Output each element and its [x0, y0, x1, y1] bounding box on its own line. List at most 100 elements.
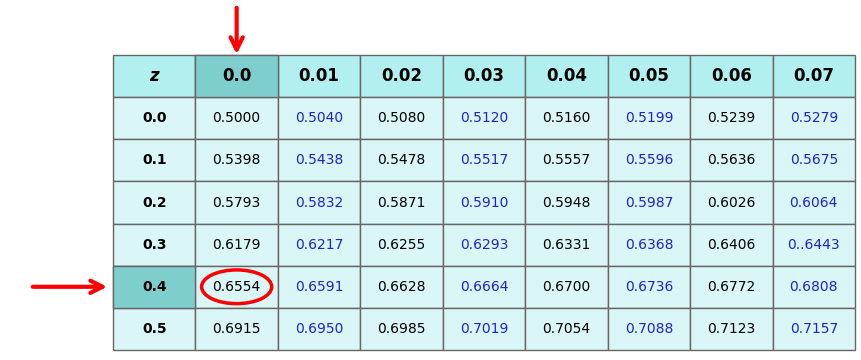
Text: 0.07: 0.07 — [793, 67, 834, 85]
Bar — [195, 139, 278, 181]
Text: 0.6664: 0.6664 — [460, 280, 508, 294]
Bar — [278, 224, 361, 266]
Bar — [361, 139, 443, 181]
Bar — [195, 266, 278, 308]
Text: 0.5438: 0.5438 — [295, 153, 344, 167]
Text: 0.4: 0.4 — [142, 280, 166, 294]
Bar — [525, 266, 608, 308]
Bar — [361, 308, 443, 350]
Bar — [361, 224, 443, 266]
Bar — [113, 266, 195, 308]
Bar — [195, 55, 278, 97]
Text: 0.5279: 0.5279 — [790, 111, 838, 125]
Bar — [113, 308, 195, 350]
Text: 0.5080: 0.5080 — [377, 111, 425, 125]
Text: 0.4: 0.4 — [142, 280, 166, 294]
Text: 0.7019: 0.7019 — [460, 322, 508, 336]
Bar — [361, 55, 443, 97]
Text: 0..6443: 0..6443 — [788, 238, 840, 252]
Bar — [525, 308, 608, 350]
Bar — [278, 55, 361, 97]
Bar — [525, 224, 608, 266]
Bar — [443, 308, 525, 350]
Bar — [608, 55, 691, 97]
Text: 0.5517: 0.5517 — [460, 153, 508, 167]
Text: 0.5160: 0.5160 — [542, 111, 591, 125]
Bar — [278, 97, 361, 139]
Text: 0.04: 0.04 — [546, 67, 587, 85]
Text: 0.5398: 0.5398 — [213, 153, 261, 167]
Bar — [113, 139, 195, 181]
Bar — [772, 181, 855, 224]
Bar — [443, 181, 525, 224]
Bar — [443, 55, 525, 97]
Bar — [772, 224, 855, 266]
Bar — [443, 266, 525, 308]
Bar — [691, 181, 772, 224]
Text: 0.6368: 0.6368 — [624, 238, 673, 252]
Text: 0.05: 0.05 — [629, 67, 669, 85]
Text: 0.5000: 0.5000 — [213, 111, 261, 125]
Text: 0.5832: 0.5832 — [295, 195, 344, 210]
Bar — [608, 181, 691, 224]
Text: 0.7157: 0.7157 — [790, 322, 838, 336]
Text: 0.5948: 0.5948 — [542, 195, 591, 210]
Bar — [278, 308, 361, 350]
Text: 0.7123: 0.7123 — [707, 322, 755, 336]
Text: 0.5: 0.5 — [142, 322, 166, 336]
Text: 0.0: 0.0 — [222, 67, 251, 85]
Text: 0.5675: 0.5675 — [790, 153, 838, 167]
Text: 0.6554: 0.6554 — [213, 280, 261, 294]
Bar — [195, 55, 278, 97]
Text: 0.6772: 0.6772 — [707, 280, 755, 294]
Text: 0.5596: 0.5596 — [625, 153, 673, 167]
Text: 0.6331: 0.6331 — [542, 238, 591, 252]
Bar — [691, 55, 772, 97]
Text: 0.7054: 0.7054 — [542, 322, 591, 336]
Text: 0.03: 0.03 — [463, 67, 505, 85]
Bar — [113, 55, 195, 97]
Text: 0.06: 0.06 — [711, 67, 752, 85]
Bar — [691, 308, 772, 350]
Text: 0.6808: 0.6808 — [790, 280, 838, 294]
Bar — [608, 308, 691, 350]
Bar — [361, 181, 443, 224]
Text: 0.5040: 0.5040 — [295, 111, 344, 125]
Text: 0.5239: 0.5239 — [707, 111, 755, 125]
Bar — [278, 139, 361, 181]
Bar — [361, 266, 443, 308]
Text: 0.5910: 0.5910 — [460, 195, 508, 210]
Text: 0.6591: 0.6591 — [294, 280, 344, 294]
Text: 0.6217: 0.6217 — [295, 238, 344, 252]
Bar — [772, 139, 855, 181]
Bar — [195, 308, 278, 350]
Bar — [195, 224, 278, 266]
Bar — [608, 266, 691, 308]
Bar — [113, 97, 195, 139]
Bar — [525, 181, 608, 224]
Text: 0.6950: 0.6950 — [295, 322, 344, 336]
Text: 0.5120: 0.5120 — [460, 111, 508, 125]
Text: 0.6628: 0.6628 — [377, 280, 426, 294]
Bar — [772, 308, 855, 350]
Text: 0.6985: 0.6985 — [377, 322, 426, 336]
Text: 0.02: 0.02 — [381, 67, 422, 85]
Text: 0.6406: 0.6406 — [707, 238, 755, 252]
Bar — [525, 55, 608, 97]
Bar — [772, 266, 855, 308]
Text: 0.5871: 0.5871 — [377, 195, 425, 210]
Bar — [113, 224, 195, 266]
Bar — [113, 266, 195, 308]
Text: 0.6700: 0.6700 — [542, 280, 591, 294]
Bar — [608, 224, 691, 266]
Text: 0.3: 0.3 — [142, 238, 166, 252]
Bar — [772, 97, 855, 139]
Bar — [443, 139, 525, 181]
Text: 0.5478: 0.5478 — [377, 153, 425, 167]
Text: 0.7088: 0.7088 — [625, 322, 673, 336]
Text: z: z — [150, 67, 159, 85]
Bar — [608, 139, 691, 181]
Bar — [691, 139, 772, 181]
Bar — [278, 266, 361, 308]
Text: 0.6293: 0.6293 — [460, 238, 508, 252]
